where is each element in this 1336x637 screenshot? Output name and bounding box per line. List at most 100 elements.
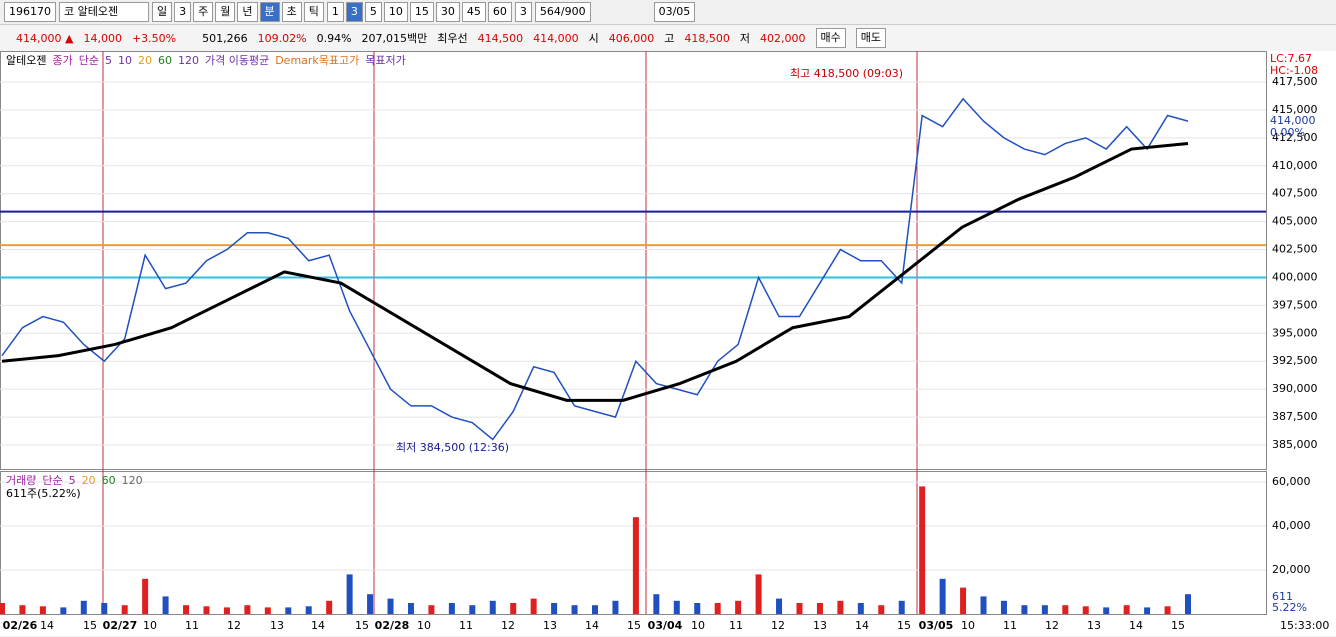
- volume-bar: [1144, 607, 1151, 614]
- low-note: 최저 384,500 (12:36): [396, 441, 509, 454]
- legend-item: Demark목표고가: [275, 54, 359, 67]
- period-button[interactable]: 주: [193, 2, 214, 22]
- y-tick-label: 20,000: [1272, 563, 1311, 576]
- sell-button[interactable]: 매도: [855, 28, 887, 48]
- volume-bar: [264, 607, 271, 614]
- y-tick-label: 405,000: [1272, 215, 1318, 228]
- x-tick-label: 11: [185, 619, 199, 632]
- vol-ratio: 109.02%: [257, 31, 307, 45]
- price-frame: [0, 51, 1267, 470]
- volume-bar: [121, 605, 128, 614]
- legend-item: 목표저가: [365, 54, 405, 67]
- interval-button[interactable]: 30: [435, 2, 460, 22]
- buy-button[interactable]: 매수: [815, 28, 846, 48]
- volume-bar: [162, 596, 169, 614]
- volume-bar: [776, 598, 783, 614]
- x-tick-label: 11: [459, 619, 473, 632]
- y-tick-label: 40,000: [1272, 519, 1311, 532]
- volume-bar: [980, 596, 987, 614]
- high-label: 고: [664, 32, 675, 45]
- x-tick-label: 12: [1045, 619, 1059, 632]
- ma120-line: [1, 141, 1189, 402]
- period-button[interactable]: 분: [259, 2, 280, 22]
- x-tick-label: 13: [1087, 619, 1101, 632]
- code[interactable]: 196170: [4, 2, 56, 22]
- x-tick-label: 10: [143, 619, 157, 632]
- volume-bar: [1041, 605, 1048, 614]
- period-button[interactable]: 년: [237, 2, 258, 22]
- interval-button[interactable]: 10: [383, 2, 408, 22]
- legend-item: 5: [69, 474, 76, 487]
- y-tick-label: 60,000: [1272, 475, 1311, 488]
- interval-button[interactable]: 60: [487, 2, 512, 22]
- price-line: [1, 97, 1189, 441]
- legend-item: 60: [158, 54, 172, 67]
- volume-bar: [1021, 605, 1028, 614]
- x-tick-label: 12: [501, 619, 515, 632]
- volume-bar: [837, 600, 844, 614]
- x-tick-label: 13: [543, 619, 557, 632]
- volume-bar: [755, 574, 762, 614]
- count[interactable]: 3: [514, 2, 532, 22]
- volume-bar: [244, 605, 251, 614]
- open: 406,000: [608, 31, 655, 45]
- y-tick-label: 410,000: [1272, 159, 1318, 172]
- volume: 501,266: [202, 31, 248, 45]
- x-tick-label: 02/26: [3, 619, 38, 632]
- volume-bar: [919, 486, 926, 614]
- y-tick-label: 412,500: [1272, 131, 1318, 144]
- x-tick-label: 13: [270, 619, 284, 632]
- interval-button[interactable]: 45: [461, 2, 486, 22]
- volume-bar: [60, 607, 67, 614]
- volume-bar: [673, 600, 680, 614]
- period-button[interactable]: 월: [215, 2, 236, 22]
- volume-bar: [510, 603, 517, 614]
- legend-item: 120: [178, 54, 199, 67]
- volume-bar: [305, 606, 312, 614]
- x-tick-label: 11: [1003, 619, 1017, 632]
- period-button[interactable]: 일: [152, 2, 173, 22]
- x-tick-label: 03/04: [648, 619, 683, 632]
- y-tick-label: 385,000: [1272, 438, 1318, 451]
- volume-bar: [960, 587, 967, 614]
- right-label: HC:-1.08: [1270, 64, 1318, 77]
- volume-bar: [714, 603, 721, 614]
- x-tick-label: 14: [311, 619, 325, 632]
- interval-button[interactable]: 5: [364, 2, 382, 22]
- volume-bar: [571, 605, 578, 614]
- interval-button[interactable]: 3: [345, 2, 363, 22]
- volume-bar: [530, 598, 537, 614]
- volume-bar: [898, 600, 905, 614]
- name[interactable]: 코 알테오젠: [59, 2, 149, 22]
- period-button[interactable]: 초: [281, 2, 302, 22]
- volume-bar: [592, 605, 598, 614]
- chart: 385,000 387,500 390,000 392,500 395,000 397,5…: [0, 51, 1336, 636]
- volume-bar: [183, 605, 190, 614]
- interval-button[interactable]: 15: [409, 2, 434, 22]
- clock: 15:33:00: [1280, 619, 1329, 632]
- volume-bar: [346, 574, 353, 614]
- y-tick-label: 415,000: [1272, 103, 1318, 116]
- volume-bar: [367, 594, 374, 614]
- y-tick-label: 400,000: [1272, 270, 1318, 283]
- volume-bar: [203, 606, 210, 614]
- x-tick-label: 15: [897, 619, 911, 632]
- legend-item: 단순: [42, 474, 62, 487]
- right-label: 5.22%: [1272, 601, 1307, 614]
- amount: 207,015백만: [361, 32, 428, 45]
- x-tick-label: 14: [585, 619, 599, 632]
- interval-button[interactable]: 1: [326, 2, 344, 22]
- legend-item: 20: [82, 474, 96, 487]
- range: 564/900: [534, 2, 591, 22]
- legend-item: 120: [122, 474, 143, 487]
- volume-bar: [223, 607, 230, 614]
- turnover: 0.94%: [316, 31, 352, 45]
- period-button[interactable]: 틱: [303, 2, 324, 22]
- y-tick-label: 390,000: [1272, 382, 1318, 395]
- y-tick-label: 397,500: [1272, 298, 1318, 311]
- date[interactable]: 03/05: [653, 2, 696, 22]
- x-tick-label: 12: [227, 619, 241, 632]
- period-button[interactable]: 3: [174, 2, 192, 22]
- legend-item: 단순: [79, 54, 99, 67]
- volume-bar: [387, 598, 394, 614]
